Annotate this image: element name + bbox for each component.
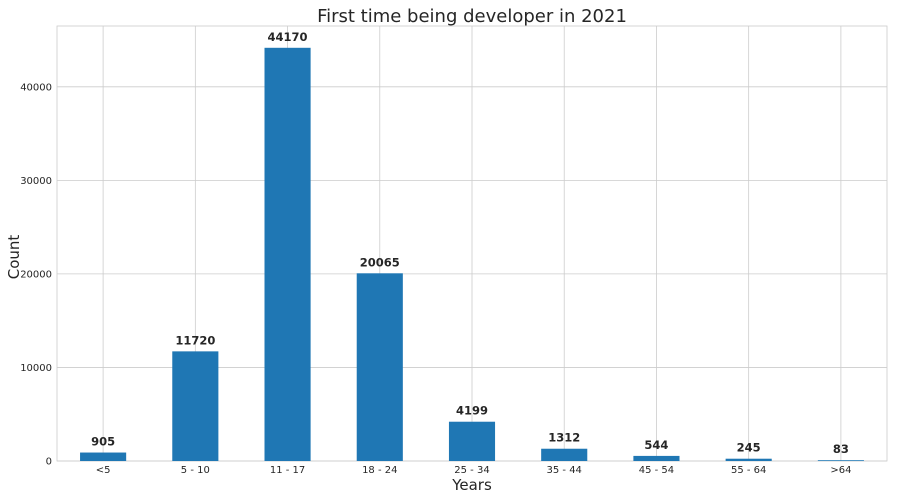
- grid-layer: [57, 26, 887, 462]
- bar: [817, 460, 864, 461]
- bar: [541, 448, 588, 461]
- bar-value-label: 1312: [548, 431, 580, 445]
- y-tick-label: 10000: [20, 363, 52, 374]
- bars-layer: [80, 47, 864, 461]
- x-axis-label: Years: [451, 476, 492, 494]
- x-tick-label: 25 - 34: [454, 465, 489, 476]
- bar: [172, 351, 219, 461]
- bar-value-label: 4199: [456, 404, 488, 418]
- x-tick-labels: <5 5 - 10 11 - 17 18 - 24 25 - 34 35 - 44 45 -…: [96, 465, 852, 476]
- bar-value-label: 20065: [360, 255, 400, 269]
- bar: [356, 273, 403, 461]
- data-labels-layer: 905 11720 44170 20065 4199 1312 544 245 83: [91, 30, 849, 456]
- bar-value-label: 44170: [268, 30, 308, 44]
- x-tick-label: <5: [96, 465, 111, 476]
- bar: [448, 421, 496, 461]
- x-tick-label: 45 - 54: [639, 465, 674, 476]
- x-tick-label: >64: [830, 465, 851, 476]
- x-tick-label: 11 - 17: [270, 465, 305, 476]
- y-tick-label: 20000: [20, 269, 52, 280]
- x-tick-label: 55 - 64: [731, 465, 766, 476]
- y-tick-labels: 0 10000 20000 30000 40000: [20, 82, 52, 467]
- bar-value-label: 544: [644, 438, 668, 452]
- x-tick-label: 5 - 10: [181, 465, 210, 476]
- bar: [264, 47, 311, 461]
- bar: [633, 455, 680, 461]
- y-axis-label: Count: [5, 235, 23, 280]
- bar-value-label: 11720: [175, 333, 215, 347]
- chart-title: First time being developer in 2021: [317, 6, 627, 27]
- bar: [80, 452, 127, 461]
- y-tick-label: 0: [46, 457, 52, 468]
- y-tick-label: 40000: [20, 82, 52, 93]
- bar: [725, 458, 772, 461]
- bar-value-label: 83: [833, 442, 849, 456]
- x-tick-label: 18 - 24: [362, 465, 397, 476]
- bar-value-label: 245: [737, 441, 761, 455]
- x-tick-label: 35 - 44: [547, 465, 582, 476]
- bar-value-label: 905: [91, 435, 115, 449]
- y-tick-label: 30000: [20, 176, 52, 187]
